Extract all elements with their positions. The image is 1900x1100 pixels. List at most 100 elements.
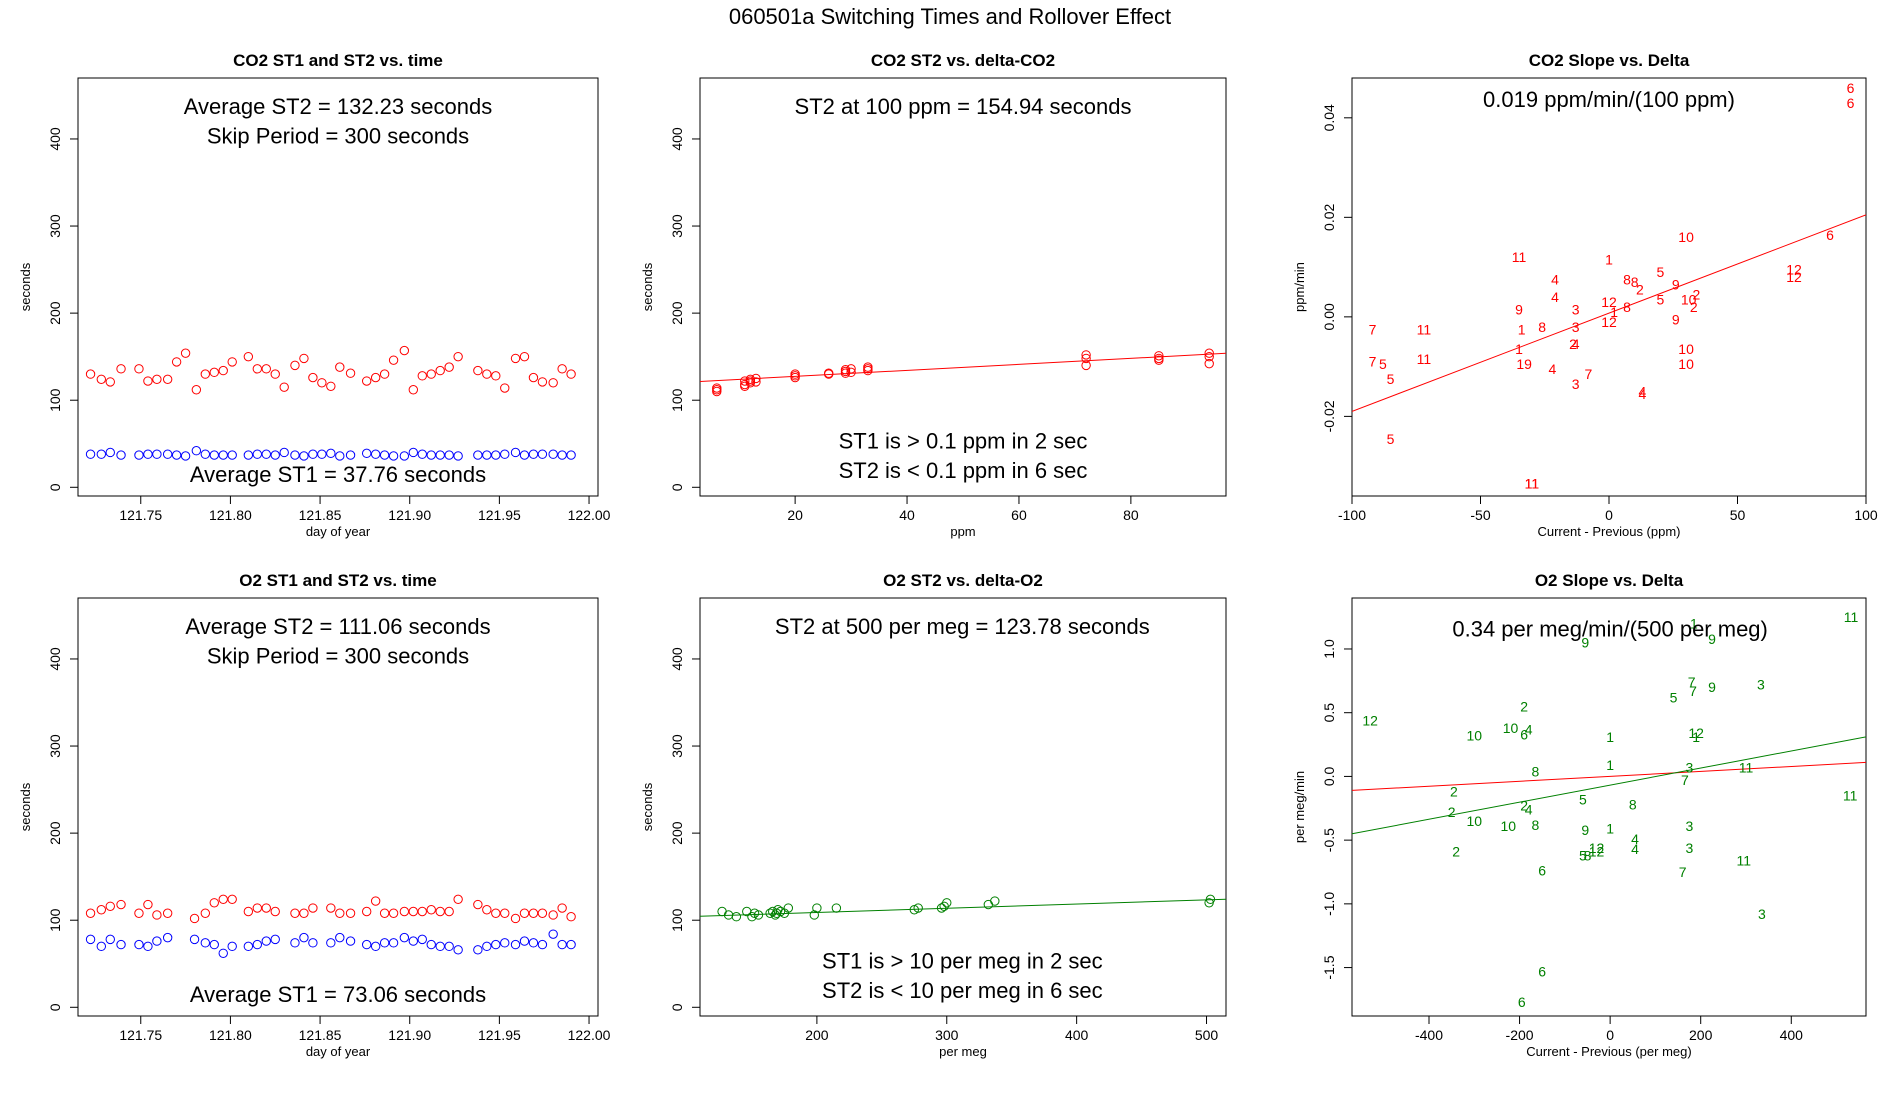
data-point-st1	[270, 450, 280, 460]
data-point-st1	[482, 450, 492, 460]
data-point-st2	[751, 373, 761, 384]
data-point-st1	[162, 932, 173, 943]
data-point-st1	[566, 939, 576, 950]
x-tick-label: 0	[1605, 507, 1613, 523]
data-point-st2	[824, 368, 834, 378]
data-point-st2	[1081, 350, 1091, 360]
data-point-label: 5	[1387, 431, 1395, 447]
y-tick-label: 100	[669, 908, 685, 932]
data-point-st2	[105, 377, 115, 387]
data-point-label: 12	[1589, 840, 1605, 856]
data-point-st1	[510, 939, 521, 950]
data-point-label: 1	[1690, 615, 1698, 631]
x-tick-label: 500	[1195, 1027, 1219, 1043]
fit-line	[700, 898, 1226, 917]
data-point-label: 8	[1629, 796, 1637, 812]
data-point-st2	[379, 369, 390, 379]
data-point-label: 3	[1757, 677, 1765, 693]
x-tick-label: 400	[1780, 1027, 1804, 1043]
data-point-st2	[426, 369, 436, 379]
data-point-st1	[209, 450, 219, 460]
data-point-label: 12	[1362, 712, 1378, 728]
y-tick-label: -1.5	[1321, 955, 1337, 979]
data-point-label: 1	[1518, 321, 1526, 337]
y-tick-label: 400	[47, 127, 63, 151]
data-point-st1	[317, 449, 327, 459]
data-point-st1	[134, 450, 144, 460]
chart-title: O2 ST2 vs. delta-O2	[883, 571, 1043, 590]
data-point-label: 8	[1532, 817, 1540, 833]
data-point-st2	[399, 345, 410, 356]
data-point-st1	[528, 938, 539, 948]
data-point-st1	[227, 450, 237, 460]
plot-area	[700, 348, 1226, 397]
data-point-label: 5	[1657, 264, 1665, 280]
chart-co2_st2_delta: CO2 ST2 vs. delta-CO2 20 40 60 80 0 100 200 300 4…	[640, 51, 1227, 539]
y-tick-label: -1.0	[1321, 892, 1337, 916]
data-point-label: 11	[1512, 249, 1527, 265]
data-point-st2	[227, 894, 237, 905]
data-point-st2	[751, 377, 761, 387]
data-point-label: 10	[1500, 818, 1516, 834]
data-point-st1	[557, 939, 567, 950]
data-point-st1	[473, 450, 483, 460]
data-point-label: 7	[1689, 683, 1697, 699]
data-point-st2	[252, 364, 263, 374]
y-tick-label: 300	[47, 734, 63, 758]
fit-line	[700, 352, 1226, 382]
annotation: ST2 at 500 per meg = 123.78 seconds	[775, 614, 1150, 639]
y-tick-label: 0	[669, 483, 685, 491]
data-point-st1	[134, 939, 144, 950]
y-tick-label: 0.0	[1321, 766, 1337, 786]
y-axis-label: seconds	[18, 782, 33, 831]
data-point-st2	[731, 912, 742, 922]
y-tick-label: 0.00	[1321, 303, 1337, 330]
data-point-st1	[335, 932, 345, 943]
data-point-st2	[134, 908, 144, 918]
data-point-st1	[566, 450, 576, 460]
data-point-st2	[519, 351, 530, 362]
x-tick-label: 200	[1689, 1027, 1713, 1043]
data-point-label: 2	[1569, 336, 1577, 352]
data-point-st2	[942, 898, 952, 908]
x-axis-label: day of year	[306, 1044, 371, 1059]
annotation: Skip Period = 300 seconds	[207, 123, 469, 148]
data-point-st1	[399, 932, 410, 943]
x-tick-label: 40	[899, 507, 915, 523]
data-point-st1	[252, 939, 263, 950]
data-point-st1	[290, 450, 300, 460]
data-point-st1	[453, 451, 463, 461]
data-point-st2	[105, 901, 115, 911]
data-point-st2	[261, 364, 271, 374]
y-tick-label: 0.5	[1321, 703, 1337, 723]
data-point-st2	[1205, 894, 1216, 905]
data-point-st1	[537, 449, 548, 459]
data-point-label: 1	[1610, 304, 1618, 320]
data-point-st2	[1204, 351, 1214, 362]
data-point-label: 2	[1520, 798, 1528, 814]
data-point-label: 1	[1692, 729, 1700, 745]
data-point-label: 7	[1585, 366, 1593, 382]
data-point-st2	[1204, 358, 1214, 369]
data-point-st2	[408, 906, 419, 917]
chart-o2_st2_delta: O2 ST2 vs. delta-O2 200 300 400 500 0 100 200 30…	[640, 571, 1227, 1059]
data-point-st1	[116, 939, 126, 950]
data-point-label: 6	[1538, 963, 1546, 979]
data-point-st2	[717, 906, 727, 917]
data-point-st2	[326, 903, 336, 913]
data-point-st2	[1081, 353, 1091, 364]
data-point-st1	[326, 448, 336, 459]
x-tick-label: 300	[935, 1027, 959, 1043]
y-axis-label: seconds	[18, 262, 33, 311]
y-tick-label: 0	[47, 483, 63, 491]
data-point-st2	[913, 903, 923, 913]
y-tick-label: 300	[47, 214, 63, 238]
data-point-label: 8	[1538, 319, 1546, 335]
y-axis-label: per meg/min	[1292, 771, 1307, 843]
data-point-label: 11	[1417, 351, 1432, 367]
data-point-st2	[388, 908, 399, 918]
data-point-label: 5	[1579, 791, 1587, 807]
data-point-label: 3	[1572, 319, 1580, 335]
data-point-st2	[134, 364, 144, 374]
data-point-label: 2	[1452, 844, 1460, 860]
